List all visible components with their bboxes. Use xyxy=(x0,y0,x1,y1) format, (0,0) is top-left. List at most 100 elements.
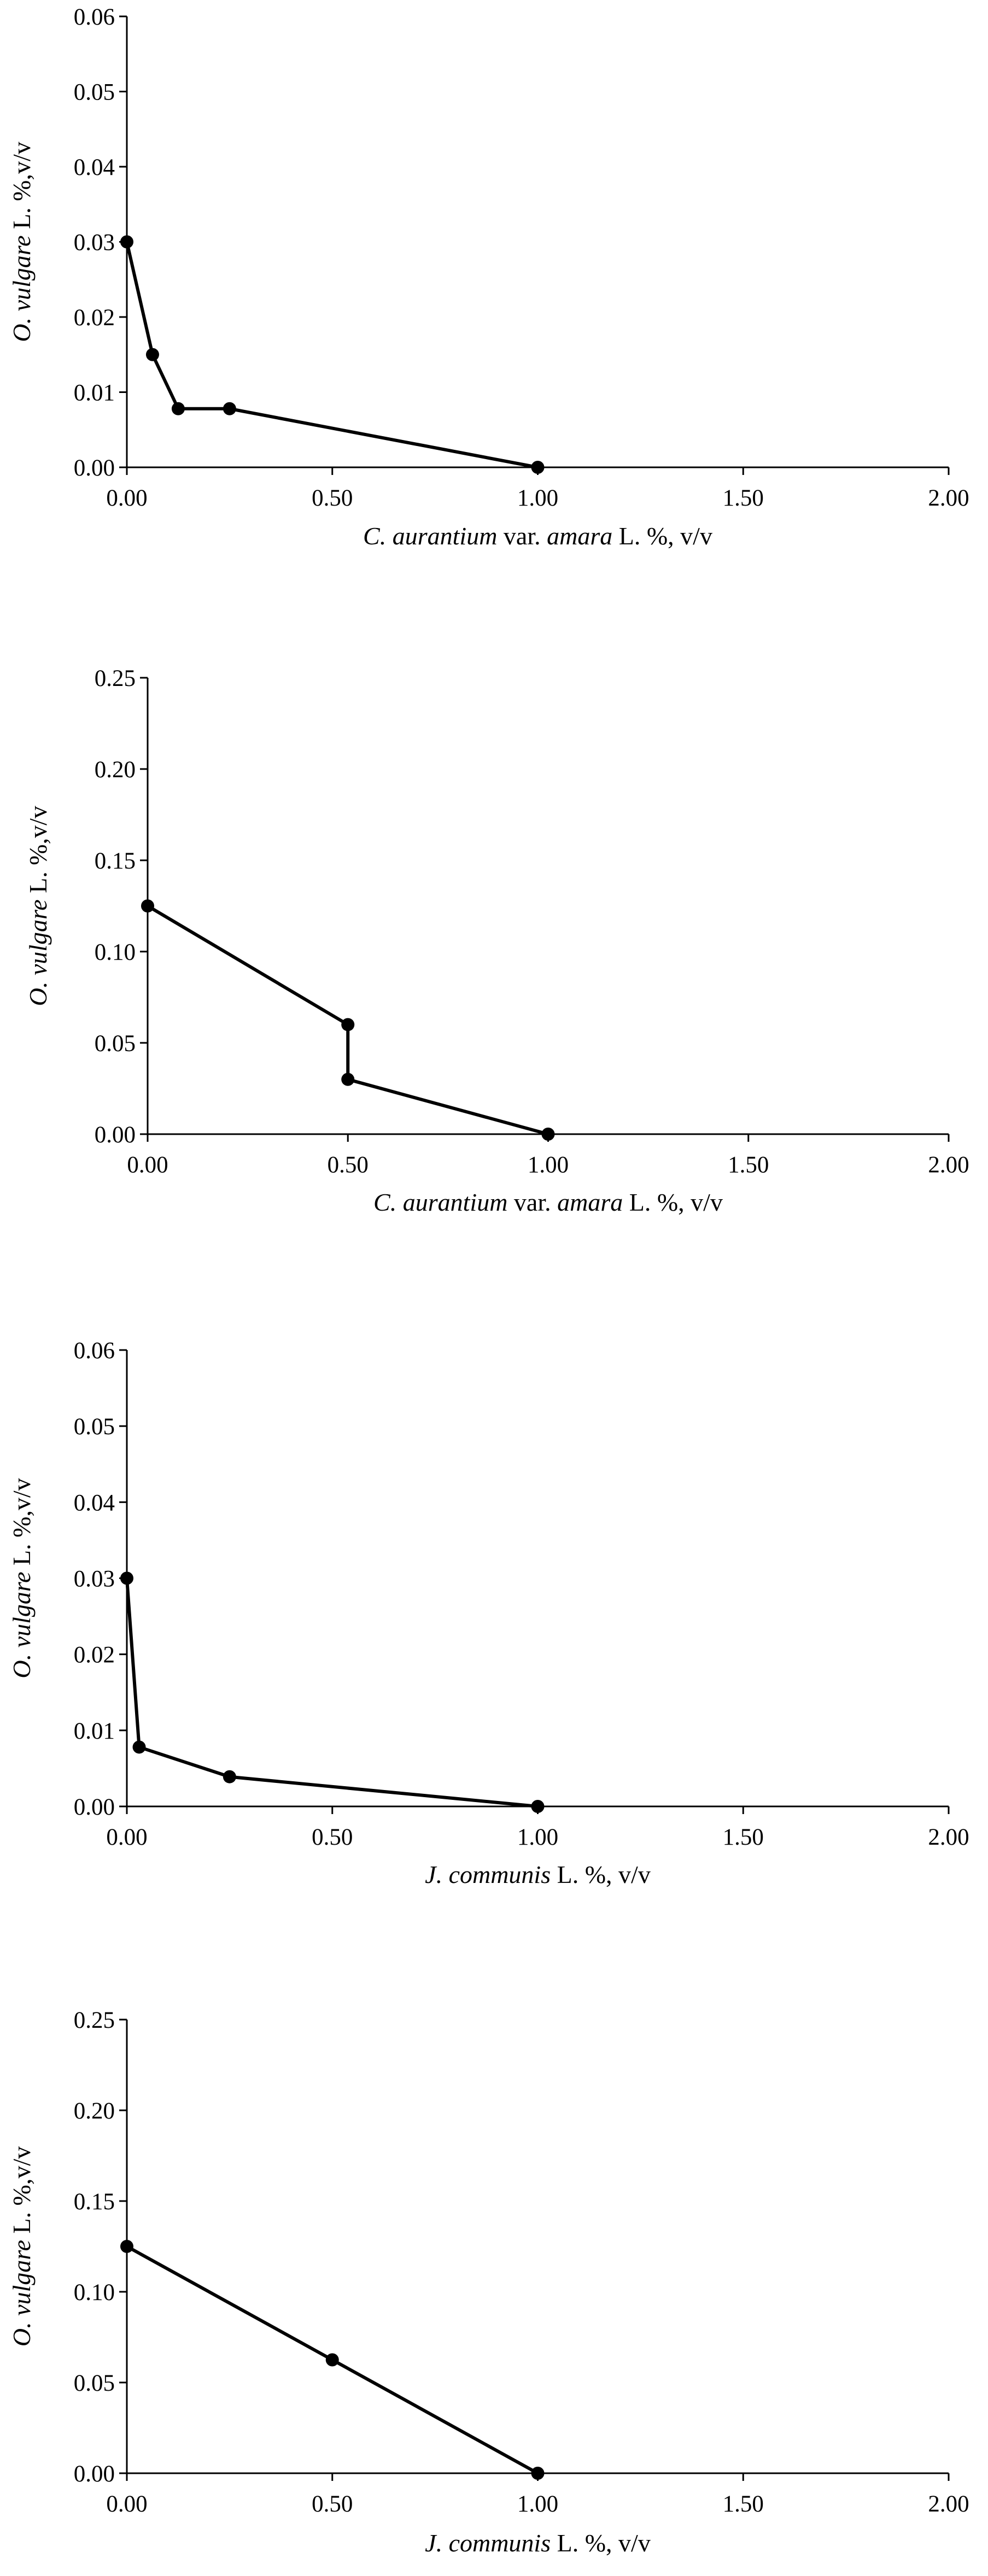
series-line xyxy=(125,1578,538,1808)
x-axis-xlabel-part: C. aurantium xyxy=(373,1188,507,1216)
x-tick-label: 1.50 xyxy=(728,1152,769,1178)
y-tick-label: 0.15 xyxy=(95,848,136,874)
x-axis-xlabel-part: L. %, v/v xyxy=(551,1861,651,1888)
y-tick-label: 0.05 xyxy=(74,80,115,105)
x-tick-label: 0.00 xyxy=(106,1824,147,1850)
y-tick-label: 0.01 xyxy=(74,380,115,406)
x-tick-label: 2.00 xyxy=(928,2491,969,2517)
x-tick-label: 1.00 xyxy=(517,1824,558,1850)
chart-panel-2: 0.00 0.05 0.10 0.15 0.20 0.25 0.00 0.50 1.00 1.50… xyxy=(24,666,969,1216)
y-tick-label: 0.00 xyxy=(95,1122,136,1148)
y-tick-label: 0.20 xyxy=(95,757,136,783)
y-tick-label: 0.05 xyxy=(95,1031,136,1057)
chart-panel-4: 0.00 0.05 0.10 0.15 0.20 0.25 0.00 0.50 1.00 1.50… xyxy=(8,2008,969,2557)
x-tick-label: 1.00 xyxy=(517,2491,558,2517)
y-axis-ylabel-part: L. xyxy=(24,865,52,900)
y-tick-label: 0.05 xyxy=(74,2370,115,2396)
x-tick-label: 0.00 xyxy=(106,485,147,511)
x-tick-label: 0.50 xyxy=(312,1824,353,1850)
y-tick-label: 0.00 xyxy=(74,2461,115,2487)
x-axis-label: C. aurantium var. amara L. %, v/v xyxy=(373,1188,723,1216)
y-tick-label: 0.10 xyxy=(95,940,136,965)
y-axis-ylabel-part: O. vulgare xyxy=(8,2240,36,2346)
series-line xyxy=(125,241,539,469)
x-tick-label: 1.50 xyxy=(723,2491,764,2517)
x-axis-xlabel-part: J. communis xyxy=(425,2529,551,2557)
y-axis-label: O. vulgare L. %,v/v xyxy=(8,142,36,342)
x-tick-label: 0.50 xyxy=(312,485,353,511)
data-point xyxy=(541,1128,555,1141)
x-axis-xlabel-part: L. %, v/v xyxy=(623,1188,723,1216)
y-tick-label: 0.15 xyxy=(74,2189,115,2215)
x-tick-label: 1.50 xyxy=(723,1824,764,1850)
x-tick-label: 0.00 xyxy=(127,1152,168,1178)
x-tick-label: 1.00 xyxy=(517,485,558,511)
chart-panel-3: 0.00 0.01 0.02 0.03 0.04 0.05 0.06 0.00 0.50 1.00… xyxy=(8,1338,969,1888)
x-axis-label: J. communis L. %, v/v xyxy=(425,2529,651,2557)
data-point xyxy=(341,1018,355,1031)
y-axis-ylabel-part: L. xyxy=(8,201,36,236)
x-tick-label: 2.00 xyxy=(928,1152,969,1178)
data-point xyxy=(531,461,545,474)
x-tick-label: 1.00 xyxy=(528,1152,569,1178)
y-axis-ylabel-part: %,v/v xyxy=(8,2146,36,2206)
y-tick-label: 0.01 xyxy=(74,1718,115,1744)
y-tick-label: 0.06 xyxy=(74,4,115,30)
y-tick-label: 0.10 xyxy=(74,2280,115,2305)
y-axis-label: O. vulgare L. %,v/v xyxy=(24,806,52,1006)
data-point xyxy=(531,2467,545,2480)
y-tick-label: 0.20 xyxy=(74,2098,115,2124)
y-axis-ylabel-part: %,v/v xyxy=(8,1478,36,1538)
x-axis-label: C. aurantium var. amara L. %, v/v xyxy=(363,522,712,550)
x-axis-xlabel-part: L. %, v/v xyxy=(612,522,712,550)
y-tick-label: 0.06 xyxy=(74,1338,115,1364)
data-point xyxy=(145,348,159,361)
y-tick-label: 0.04 xyxy=(74,1490,115,1516)
y-axis-ylabel-part: O. vulgare xyxy=(8,1572,36,1679)
y-tick-label: 0.02 xyxy=(74,1642,115,1668)
data-point xyxy=(120,2240,133,2253)
y-tick-label: 0.00 xyxy=(74,455,115,481)
y-axis-ylabel-part: O. vulgare xyxy=(24,900,52,1006)
data-point xyxy=(531,1800,545,1813)
chart-panel-1: 0.00 0.01 0.02 0.03 0.04 0.05 0.06 0.00 0.50 1.00… xyxy=(8,4,969,550)
data-point xyxy=(223,402,236,415)
series-line xyxy=(147,904,549,1136)
x-tick-label: 2.00 xyxy=(928,1824,969,1850)
y-axis-ylabel-part: L. xyxy=(8,2205,36,2240)
x-axis-xlabel-part: var. xyxy=(497,522,547,550)
x-tick-label: 0.50 xyxy=(328,1152,369,1178)
y-tick-label: 0.03 xyxy=(74,1566,115,1592)
x-axis-xlabel-part: L. %, v/v xyxy=(551,2529,651,2557)
y-tick-label: 0.03 xyxy=(74,230,115,256)
y-tick-label: 0.25 xyxy=(95,666,136,691)
x-axis-label: J. communis L. %, v/v xyxy=(425,1861,651,1888)
x-tick-label: 1.50 xyxy=(723,485,764,511)
x-tick-label: 0.00 xyxy=(106,2491,147,2517)
y-axis-ylabel-part: %,v/v xyxy=(24,806,52,865)
data-point xyxy=(223,1770,236,1783)
y-axis-label: O. vulgare L. %,v/v xyxy=(8,2146,36,2346)
y-tick-label: 0.05 xyxy=(74,1414,115,1440)
x-axis-xlabel-part: var. xyxy=(507,1188,557,1216)
data-point xyxy=(141,899,154,913)
y-tick-label: 0.02 xyxy=(74,305,115,331)
data-point xyxy=(325,2353,339,2367)
y-axis-label: O. vulgare L. %,v/v xyxy=(8,1478,36,1678)
y-tick-label: 0.04 xyxy=(74,155,115,180)
y-tick-label: 0.25 xyxy=(74,2008,115,2033)
data-point xyxy=(171,402,185,415)
data-point xyxy=(120,235,133,249)
x-axis-xlabel-part: J. communis xyxy=(425,1861,551,1888)
y-axis-ylabel-part: %,v/v xyxy=(8,142,36,201)
y-axis-ylabel-part: L. xyxy=(8,1538,36,1572)
x-axis-xlabel-part: amara xyxy=(547,522,612,550)
x-axis-xlabel-part: C. aurantium xyxy=(363,522,497,550)
data-point xyxy=(120,1571,133,1585)
y-tick-label: 0.00 xyxy=(74,1794,115,1820)
x-axis-xlabel-part: amara xyxy=(557,1188,623,1216)
x-tick-label: 0.50 xyxy=(312,2491,353,2517)
y-axis-ylabel-part: O. vulgare xyxy=(8,236,36,342)
data-point xyxy=(341,1072,355,1086)
